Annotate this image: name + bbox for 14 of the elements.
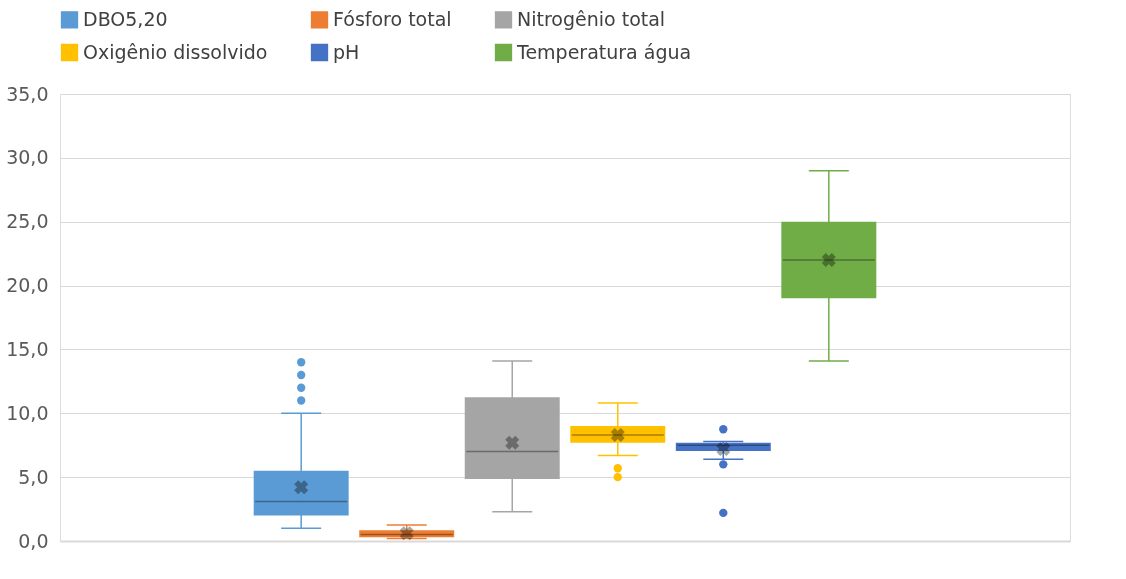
- legend-label: Nitrogênio total: [517, 7, 666, 30]
- y-tick-label: 10,0: [6, 401, 49, 424]
- legend-label: Fósforo total: [333, 7, 452, 30]
- y-tick-label: 5,0: [18, 465, 49, 488]
- y-tick-label: 15,0: [6, 337, 49, 360]
- legend-label: DBO5,20: [83, 7, 168, 30]
- legend-label: Temperatura água: [516, 40, 692, 63]
- y-tick-label: 25,0: [6, 210, 49, 233]
- legend-label: pH: [333, 40, 360, 63]
- legend-label: Oxigênio dissolvido: [83, 40, 268, 63]
- y-tick-label: 35,0: [6, 82, 49, 105]
- y-tick-label: 0,0: [18, 529, 49, 552]
- y-tick-label: 20,0: [6, 274, 49, 297]
- y-tick-label: 30,0: [6, 146, 49, 169]
